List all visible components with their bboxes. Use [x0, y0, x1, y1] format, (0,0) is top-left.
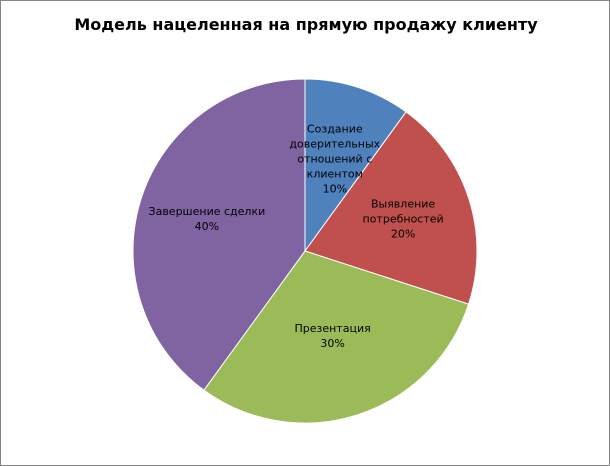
data-label-3: Презентация 30% [294, 321, 370, 351]
pie-slice-1 [304, 78, 407, 253]
data-label-category-line: Создание [306, 122, 363, 136]
chart-title: Модель нацеленная на прямую продажу клие… [74, 15, 538, 34]
data-label-category-line: клиентом [306, 167, 363, 181]
data-label-category-line: Завершение сделки [148, 205, 266, 219]
data-label-value: 20% [390, 227, 416, 241]
data-label-category-line: отношений с [297, 152, 373, 166]
data-label-value: 30% [320, 337, 345, 351]
pie-slice-4 [132, 78, 306, 391]
pie-slice-2 [304, 111, 478, 305]
data-label-category-line: Выявление [370, 197, 436, 211]
data-label-4: Завершение сделки 40% [149, 204, 266, 234]
data-label-category-line: Презентация [294, 322, 371, 336]
pie-slice-3 [203, 250, 470, 424]
data-label-value: 40% [194, 220, 220, 234]
data-label-1: Создание доверительных отношений с клиентом… [289, 122, 380, 197]
data-label-value: 10% [322, 182, 348, 196]
data-label-category-line: доверительных [289, 137, 381, 151]
data-label-2: Выявление потребностей 20% [363, 197, 444, 242]
data-label-category-line: потребностей [362, 212, 444, 226]
